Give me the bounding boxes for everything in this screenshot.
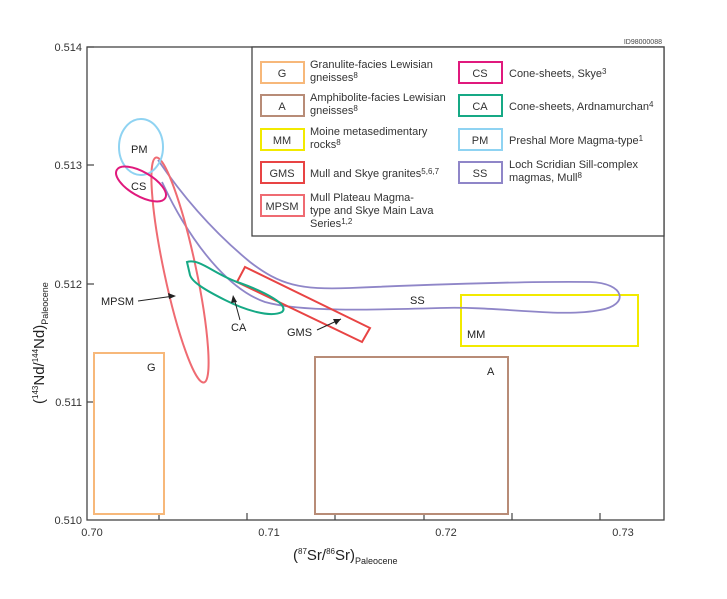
label-CS: CS bbox=[131, 181, 146, 193]
legend-text-CA: Cone-sheets, Ardnamurchan4 bbox=[509, 100, 654, 113]
y-tick-0.513: 0.513 bbox=[54, 160, 82, 172]
field-MPSM bbox=[150, 156, 210, 384]
legend-text-MPSM-1: Mull Plateau Magma- bbox=[310, 192, 414, 204]
arrowhead-CA bbox=[231, 295, 237, 303]
legend-swatch-A bbox=[260, 94, 305, 117]
label-SS: SS bbox=[410, 295, 425, 307]
legend-code-GMS: GMS bbox=[269, 168, 294, 180]
legend-code-SS: SS bbox=[473, 168, 488, 180]
label-MM: MM bbox=[467, 329, 485, 341]
arrow-MPSM bbox=[137, 295, 175, 302]
field-CA bbox=[185, 260, 285, 316]
legend-text-MPSM-2: type and Skye Main Lava bbox=[310, 205, 434, 217]
legend-text-SS-2: magmas, Mull8 bbox=[509, 171, 582, 184]
legend-swatch-G bbox=[260, 61, 305, 84]
figure-id: ID98000088 bbox=[624, 39, 662, 46]
y-tick-0.511: 0.511 bbox=[55, 397, 82, 409]
label-A: A bbox=[487, 366, 495, 378]
y-axis bbox=[87, 46, 94, 403]
y-axis-title: (143Nd/144Nd)Paleocene bbox=[31, 282, 50, 404]
legend-code-MPSM: MPSM bbox=[266, 201, 299, 213]
legend-swatch-MM bbox=[260, 128, 305, 151]
legend-text-G-1: Granulite-facies Lewisian bbox=[310, 59, 433, 71]
legend-code-CS: CS bbox=[472, 68, 487, 80]
legend-text-MM-2: rocks8 bbox=[310, 138, 341, 151]
field-A bbox=[314, 356, 509, 515]
legend-swatch-SS bbox=[458, 161, 503, 184]
field-G bbox=[93, 352, 165, 515]
legend-swatch-CS bbox=[458, 61, 503, 84]
y-tick-0.512: 0.512 bbox=[54, 279, 82, 291]
x-axis-title: (87Sr/86Sr)Paleocene bbox=[293, 547, 398, 566]
legend-code-MM: MM bbox=[273, 135, 291, 147]
legend-swatch-PM bbox=[458, 128, 503, 151]
label-G: G bbox=[147, 362, 156, 374]
field-PM bbox=[118, 118, 164, 176]
legend-text-G-2: gneisses8 bbox=[310, 71, 358, 84]
x-tick-0.71: 0.71 bbox=[258, 527, 279, 539]
legend-code-CA: CA bbox=[472, 101, 488, 113]
legend-code-PM: PM bbox=[472, 135, 489, 147]
x-tick-0.73: 0.73 bbox=[612, 527, 633, 539]
arrowhead-MPSM bbox=[168, 293, 176, 299]
label-CA: CA bbox=[231, 322, 247, 334]
legend-text-SS-1: Loch Scridian Sill-complex bbox=[509, 159, 638, 171]
label-GMS: GMS bbox=[287, 327, 312, 339]
legend-text-MPSM-3: Series1,2 bbox=[310, 217, 353, 230]
y-tick-0.510: 0.510 bbox=[54, 515, 82, 527]
x-tick-0.72: 0.72 bbox=[435, 527, 456, 539]
arrowhead-GMS bbox=[333, 319, 341, 325]
legend-swatch-GMS bbox=[260, 161, 305, 184]
legend-text-MM-1: Moine metasedimentary bbox=[310, 126, 428, 138]
label-MPSM: MPSM bbox=[101, 296, 134, 308]
legend-text-A-1: Amphibolite-facies Lewisian bbox=[310, 92, 446, 104]
legend-text-PM: Preshal More Magma-type1 bbox=[509, 134, 644, 147]
x-tick-0.70: 0.70 bbox=[81, 527, 102, 539]
y-tick-0.514: 0.514 bbox=[54, 42, 82, 54]
legend-text-A-2: gneisses8 bbox=[310, 104, 358, 117]
label-PM: PM bbox=[131, 144, 148, 156]
legend-text-GMS: Mull and Skye granites5,6,7 bbox=[310, 167, 440, 180]
legend-swatch-CA bbox=[458, 94, 503, 117]
legend-code-G: G bbox=[278, 68, 287, 80]
field-MM bbox=[460, 294, 639, 347]
field-GMS bbox=[235, 265, 372, 344]
legend-swatch-MPSM bbox=[260, 194, 305, 217]
field-CS bbox=[115, 165, 167, 203]
legend-right: CS Cone-sheets, Skye3 CA Cone-sheets, Ar… bbox=[458, 61, 654, 184]
legend-code-A: A bbox=[278, 101, 286, 113]
legend-text-CS: Cone-sheets, Skye3 bbox=[509, 67, 607, 80]
legend-left: G Granulite-facies Lewisian gneisses8 A … bbox=[260, 59, 446, 230]
